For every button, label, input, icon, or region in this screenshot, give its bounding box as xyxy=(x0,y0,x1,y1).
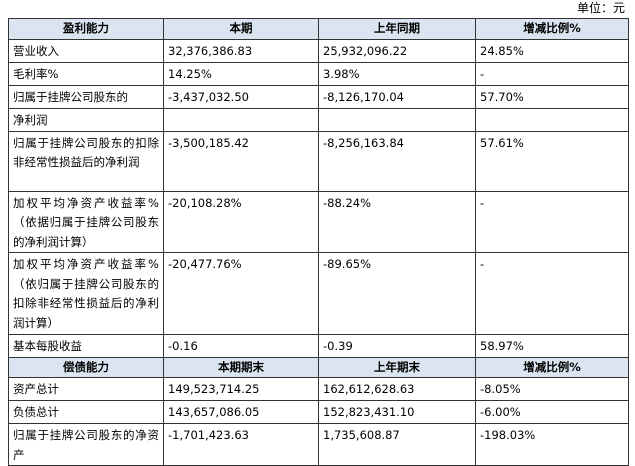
empty-cell xyxy=(318,107,476,132)
row-label: 营业收入 xyxy=(8,38,164,63)
value-cell: 152,823,431.10 xyxy=(318,400,476,424)
value-cell: 57.61% xyxy=(475,130,629,192)
row-label: 加权平均净资产收益率%（依据归属于挂牌公司股东的净利润计算） xyxy=(8,190,164,253)
row-label: 归属于挂牌公司股东的 xyxy=(8,84,164,109)
data-row: 归属于挂牌公司股东的净资产 -1,701,423.63 1,735,608.87 -1… xyxy=(8,423,629,466)
data-row: 加权平均净资产收益率%（依归属于挂牌公司股东的扣除非经常性损益后的净利润计算） -… xyxy=(8,252,629,335)
value-cell: -0.16 xyxy=(163,334,319,358)
value-cell: -89.65% xyxy=(318,252,476,335)
data-row: 基本每股收益 -0.16 -0.39 58.97% xyxy=(8,334,629,358)
financial-table: 盈利能力 本期 上年同期 增减比例% 营业收入 32,376,386.83 25,932,0… xyxy=(8,18,629,466)
value-cell: -88.24% xyxy=(318,190,476,253)
value-cell: 58.97% xyxy=(475,334,629,358)
header-cell: 本期 xyxy=(163,18,319,40)
row-label: 净利润 xyxy=(8,107,164,132)
header-cell: 上年同期 xyxy=(318,18,476,40)
row-label: 资产总计 xyxy=(8,377,164,401)
row-label: 归属于挂牌公司股东的扣除非经常性损益后的净利润 xyxy=(8,130,164,192)
value-cell: 24.85% xyxy=(475,38,629,63)
data-row: 归属于挂牌公司股东的 -3,437,032.50 -8,126,170.04 57.7… xyxy=(8,84,629,109)
row-label: 负债总计 xyxy=(8,400,164,424)
data-row: 归属于挂牌公司股东的扣除非经常性损益后的净利润 -3,500,185.42 -8,2… xyxy=(8,130,629,192)
value-cell: 1,735,608.87 xyxy=(318,423,476,466)
data-row: 毛利率% 14.25% 3.98% - xyxy=(8,61,629,86)
header-cell: 偿债能力 xyxy=(8,356,164,378)
value-cell: -198.03% xyxy=(475,423,629,466)
row-label: 基本每股收益 xyxy=(8,334,164,358)
header-cell: 增减比例% xyxy=(475,356,629,378)
header-cell: 本期期末 xyxy=(163,356,319,378)
empty-cell xyxy=(163,107,319,132)
header-row: 偿债能力 本期期末 上年期末 增减比例% xyxy=(8,356,629,378)
unit-label: 单位：元 xyxy=(576,1,625,15)
data-row: 净利润 xyxy=(8,107,629,132)
data-row: 资产总计 149,523,714.25 162,612,628.63 -8.05% xyxy=(8,377,629,401)
row-label: 加权平均净资产收益率%（依归属于挂牌公司股东的扣除非经常性损益后的净利润计算） xyxy=(8,252,164,335)
value-cell: 3.98% xyxy=(318,61,476,86)
value-cell: -3,500,185.42 xyxy=(163,130,319,192)
value-cell: -0.39 xyxy=(318,334,476,358)
header-cell: 盈利能力 xyxy=(8,18,164,40)
header-cell: 上年期末 xyxy=(318,356,476,378)
value-cell: - xyxy=(475,61,629,86)
value-cell: - xyxy=(475,252,629,335)
value-cell: -8,256,163.84 xyxy=(318,130,476,192)
data-row: 负债总计 143,657,086.05 152,823,431.10 -6.00% xyxy=(8,400,629,424)
value-cell: - xyxy=(475,190,629,253)
row-label: 毛利率% xyxy=(8,61,164,86)
data-row: 加权平均净资产收益率%（依据归属于挂牌公司股东的净利润计算） -20,108.28… xyxy=(8,190,629,253)
value-cell: -20,477.76% xyxy=(163,252,319,335)
row-label: 归属于挂牌公司股东的净资产 xyxy=(8,423,164,466)
value-cell: 143,657,086.05 xyxy=(163,400,319,424)
value-cell: 32,376,386.83 xyxy=(163,38,319,63)
value-cell: 149,523,714.25 xyxy=(163,377,319,401)
value-cell: -20,108.28% xyxy=(163,190,319,253)
header-row: 盈利能力 本期 上年同期 增减比例% xyxy=(8,18,629,40)
value-cell: -3,437,032.50 xyxy=(163,84,319,109)
value-cell: -8,126,170.04 xyxy=(318,84,476,109)
empty-cell xyxy=(475,107,629,132)
value-cell: -1,701,423.63 xyxy=(163,423,319,466)
value-cell: -8.05% xyxy=(475,377,629,401)
value-cell: 14.25% xyxy=(163,61,319,86)
value-cell: 162,612,628.63 xyxy=(318,377,476,401)
header-cell: 增减比例% xyxy=(475,18,629,40)
value-cell: 25,932,096.22 xyxy=(318,38,476,63)
value-cell: 57.70% xyxy=(475,84,629,109)
value-cell: -6.00% xyxy=(475,400,629,424)
data-row: 营业收入 32,376,386.83 25,932,096.22 24.85% xyxy=(8,38,629,63)
